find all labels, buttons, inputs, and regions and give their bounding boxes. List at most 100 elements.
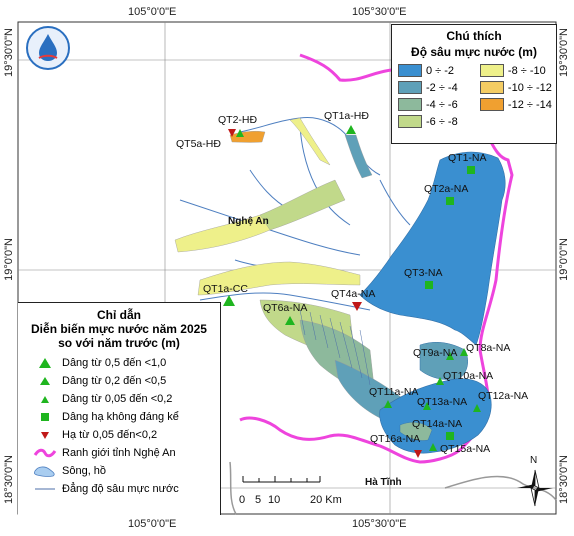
neighbor-border bbox=[229, 461, 557, 515]
mid-depth-zone bbox=[419, 342, 468, 380]
depth-legend-title: Chú thích bbox=[446, 29, 502, 43]
station-qt2-hd-marker bbox=[228, 129, 236, 137]
color-swatch bbox=[479, 98, 504, 111]
depth-zones bbox=[174, 117, 441, 427]
north-label: N bbox=[530, 455, 538, 466]
depth-legend-item: -10 ÷ -12 bbox=[479, 79, 556, 96]
coastal-depth-zone bbox=[359, 151, 506, 346]
scale-label: 10 bbox=[268, 494, 281, 506]
station-label: QT5a-HĐ bbox=[176, 138, 221, 150]
triangle-up-medium-icon bbox=[40, 377, 50, 385]
station-qt10a-na-marker bbox=[436, 377, 444, 385]
color-swatch bbox=[479, 81, 504, 94]
contour-line-icon bbox=[35, 488, 55, 490]
coord-bottom-1: 105°0'0"E bbox=[128, 518, 177, 530]
station-qt9a-na-marker bbox=[446, 352, 454, 360]
coord-left-2: 19°0'0"N bbox=[3, 238, 15, 281]
change-legend-item: Ranh giới tỉnh Nghệ An bbox=[32, 444, 220, 462]
triangle-down-red-icon bbox=[41, 431, 49, 439]
station-qt12a-na-marker bbox=[473, 404, 481, 412]
square-green-icon bbox=[41, 413, 49, 421]
scale-bar bbox=[242, 476, 321, 483]
color-swatch bbox=[479, 64, 504, 77]
scale-label: 0 bbox=[239, 494, 246, 506]
coord-top-2: 105°30'0"E bbox=[352, 6, 407, 18]
depth-legend-item: -8 ÷ -10 bbox=[479, 62, 556, 79]
station-label: QT16a-NA bbox=[370, 433, 421, 445]
coord-bottom-2: 105°30'0"E bbox=[352, 518, 407, 530]
station-qt14a-na-marker bbox=[446, 432, 454, 440]
station-qt8a-na-marker bbox=[460, 348, 468, 356]
station-markers bbox=[223, 125, 481, 458]
station-label: QT12a-NA bbox=[478, 390, 529, 402]
station-label: QT6a-NA bbox=[263, 302, 308, 314]
station-qt16a-na-marker bbox=[414, 450, 422, 458]
color-swatch bbox=[398, 98, 422, 111]
contour-lines bbox=[299, 309, 371, 386]
change-legend-title: Chỉ dẫn bbox=[97, 308, 141, 322]
station-label: QT4a-NA bbox=[331, 288, 376, 300]
change-legend-item: Đẳng độ sâu mực nước bbox=[32, 480, 220, 498]
station-qt2a-na-marker bbox=[446, 197, 454, 205]
station-qt1a-cc-marker bbox=[223, 295, 235, 306]
color-swatch bbox=[398, 81, 422, 94]
coord-left-1: 19°30'0"N bbox=[3, 28, 15, 77]
depth-legend-item: -12 ÷ -14 bbox=[479, 96, 556, 113]
station-qt4a-na-marker bbox=[352, 302, 362, 311]
boundary-line-icon bbox=[33, 448, 57, 458]
station-qt15a-na-marker bbox=[429, 443, 437, 451]
station-label: QT2-HĐ bbox=[218, 114, 258, 126]
station-label: QT8a-NA bbox=[466, 342, 511, 354]
change-legend-item: Sông, hồ bbox=[32, 462, 220, 480]
triangle-up-small-icon bbox=[41, 395, 49, 403]
depth-legend-item: 0 ÷ -2 bbox=[398, 62, 480, 79]
station-label: QT14a-NA bbox=[412, 418, 463, 430]
depth-legend-subtitle: Độ sâu mực nước (m) bbox=[411, 45, 537, 59]
station-label: QT2a-NA bbox=[424, 183, 469, 195]
change-legend-item: Hạ từ 0,05 đến<0,2 bbox=[32, 426, 220, 444]
river-lake-icon bbox=[34, 466, 55, 477]
station-qt11a-na-marker bbox=[384, 400, 392, 408]
change-legend-subtitle: Diễn biến mực nước năm 2025 bbox=[31, 322, 207, 336]
station-qt13a-na-marker bbox=[423, 402, 431, 410]
change-legend-item: Dâng từ 0,5 đến <1,0 bbox=[32, 354, 220, 372]
station-label: QT13a-NA bbox=[417, 396, 468, 408]
water-drop-icon bbox=[38, 34, 58, 61]
station-label: QT11a-NA bbox=[369, 386, 419, 398]
station-label: QT10a-NA bbox=[443, 370, 494, 382]
place-nghe-an: Nghệ An bbox=[228, 216, 269, 227]
station-qt3-na-marker bbox=[425, 281, 433, 289]
agency-logo bbox=[26, 26, 70, 70]
scale-label: 20 Km bbox=[310, 494, 342, 506]
coord-right-2: 19°0'0"N bbox=[558, 238, 570, 281]
station-label: QT1-NA bbox=[448, 152, 487, 164]
change-legend-item: Dâng hạ không đáng kể bbox=[32, 408, 220, 426]
change-legend-subtitle-2: so với năm trước (m) bbox=[58, 336, 180, 350]
depth-legend-item: -6 ÷ -8 bbox=[398, 113, 480, 130]
triangle-up-large-icon bbox=[39, 358, 51, 368]
change-legend: Chỉ dẫn Diễn biến mực nước năm 2025 so v… bbox=[18, 302, 221, 515]
depth-legend-item: -2 ÷ -4 bbox=[398, 79, 480, 96]
depth-legend: Chú thích Độ sâu mực nước (m) 0 ÷ -2 -2 … bbox=[391, 24, 557, 144]
station-label: QT1a-CC bbox=[203, 283, 248, 295]
north-arrow-icon bbox=[517, 469, 553, 507]
station-label: QT1a-HĐ bbox=[324, 110, 369, 122]
color-swatch bbox=[398, 115, 422, 128]
change-legend-item: Dâng từ 0,2 đến <0,5 bbox=[32, 372, 220, 390]
scale-label: 5 bbox=[255, 494, 262, 506]
coord-top-1: 105°0'0"E bbox=[128, 6, 177, 18]
color-swatch bbox=[398, 64, 422, 77]
station-qt5a-hd-marker bbox=[236, 129, 244, 137]
station-qt6a-na-marker bbox=[285, 316, 295, 325]
coord-right-1: 19°30'0"N bbox=[558, 28, 570, 77]
station-qt1a-hd-marker bbox=[346, 125, 356, 134]
change-legend-item: Dâng từ 0,05 đến <0,2 bbox=[32, 390, 220, 408]
station-label: QT9a-NA bbox=[413, 347, 458, 359]
station-label: QT15a-NA bbox=[440, 443, 491, 455]
place-ha-tinh: Hà Tĩnh bbox=[365, 477, 402, 488]
station-qt1-na-marker bbox=[467, 166, 475, 174]
coord-right-3: 18°30'0"N bbox=[558, 455, 570, 504]
coord-left-3: 18°30'0"N bbox=[3, 455, 15, 504]
depth-legend-item: -4 ÷ -6 bbox=[398, 96, 480, 113]
station-label: QT3-NA bbox=[404, 267, 443, 279]
